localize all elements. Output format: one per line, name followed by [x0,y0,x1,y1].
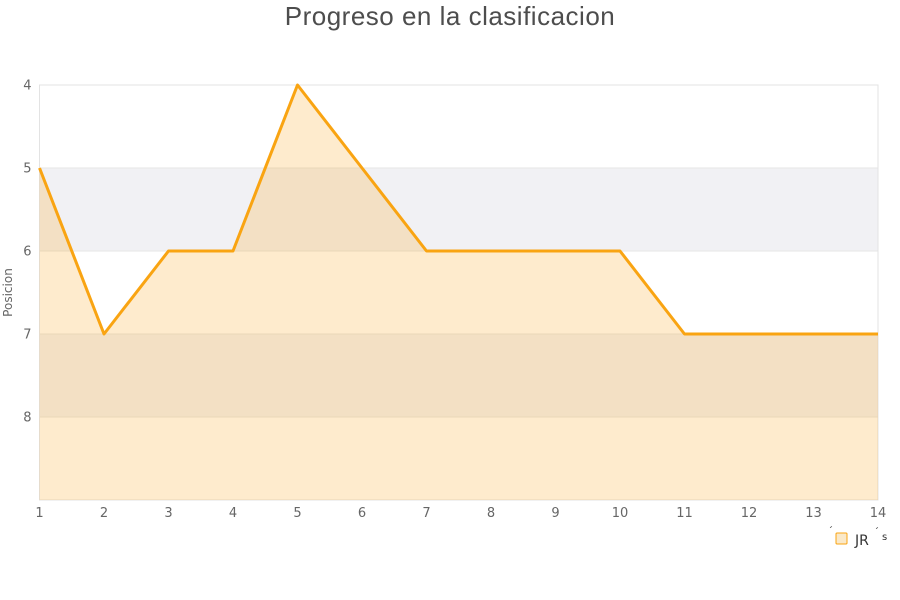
plot-band [39,334,878,417]
legend-marker[interactable] [835,532,848,545]
y-axis-title: Posicion [1,268,15,317]
x-axis-tick-label: 11 [676,506,693,521]
y-axis-tick-label: 6 [23,245,31,260]
plot-border [39,84,879,501]
x-axis-tick-label: 5 [293,506,301,521]
legend-label[interactable]: JR [854,533,869,549]
chart-title: Progreso en la clasificacion [284,1,616,31]
x-axis-tick-label: 6 [358,506,366,521]
x-axis-tick-label: 13 [805,506,822,521]
x-axis-tick-label: 7 [422,506,430,521]
x-axis-tick-label: 2 [100,506,108,521]
legend-suffix-mark: ´ [874,526,879,538]
x-axis-tick-label: 9 [551,506,559,521]
legend-suffix: s [882,532,887,543]
x-axis-tick-label: 14 [870,506,887,521]
x-axis-tick-label: 8 [487,506,495,521]
series-area [39,85,878,500]
legend[interactable]: ´JR´ s [828,525,887,549]
y-axis-tick-label: 8 [23,411,31,426]
plot-band [39,168,878,251]
x-axis-tick-label: 1 [35,506,43,521]
series-line [38,83,878,336]
x-axis-tick-label: 4 [229,506,237,521]
y-axis-tick-label: 5 [23,162,31,177]
legend-prefix-mark: ´ [828,525,833,537]
x-axis-tick-label: 3 [164,506,172,521]
x-axis-tick-label: 10 [612,506,629,521]
y-axis-tick-label: 4 [23,79,31,94]
y-axis-tick-label: 7 [23,328,31,343]
x-axis-tick-label: 12 [741,506,758,521]
